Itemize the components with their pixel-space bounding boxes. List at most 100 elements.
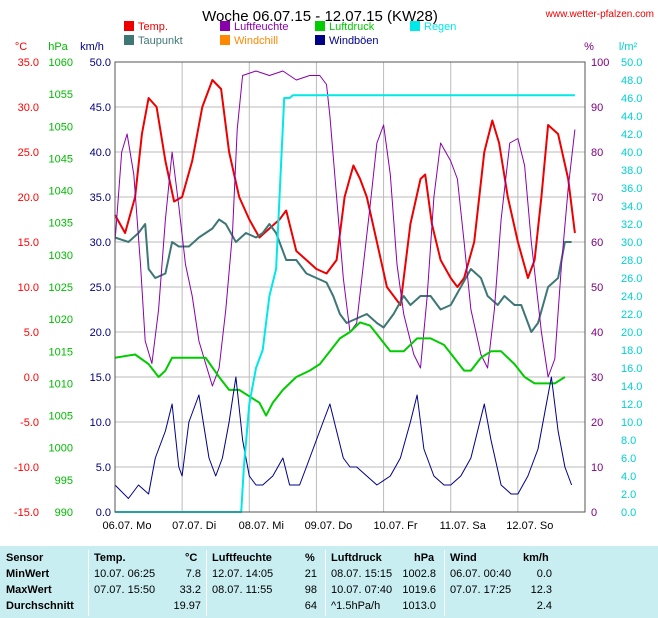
wind-tick-label: 50.0 bbox=[90, 57, 111, 69]
series-line-temp bbox=[114, 79, 576, 306]
wind-tick-label: 15.0 bbox=[90, 372, 111, 384]
rain-tick-label: 4.0 bbox=[621, 471, 636, 483]
temp-tick-label: 20.0 bbox=[18, 192, 39, 204]
pressure-tick-label: 1010 bbox=[49, 378, 73, 390]
stats-temp-avg-value: 19.97 bbox=[173, 600, 201, 612]
chart-title: Woche 06.07.15 - 12.07.15 (KW28) bbox=[202, 8, 438, 25]
rain-tick-label: 34.0 bbox=[621, 201, 642, 213]
left-unit-label: °C bbox=[15, 41, 27, 53]
stats-header-pressure: Luftdruck bbox=[331, 552, 382, 564]
legend-swatch bbox=[124, 21, 134, 31]
legend-swatch bbox=[124, 35, 134, 45]
temp-tick-label: 30.0 bbox=[18, 102, 39, 114]
right-unit-label: l/m² bbox=[619, 41, 638, 53]
stats-temp-max-time: 07.07. 15:50 bbox=[94, 584, 156, 596]
stats-wind-max-value: 12.3 bbox=[530, 584, 552, 596]
humidity-tick-label: 60 bbox=[591, 237, 603, 249]
rain-tick-label: 24.0 bbox=[621, 291, 642, 303]
stats-wind-avg-value: 2.4 bbox=[536, 600, 552, 612]
temp-tick-label: 0.0 bbox=[24, 372, 39, 384]
temp-tick-label: 10.0 bbox=[18, 282, 39, 294]
legend-label: Temp. bbox=[138, 21, 168, 33]
humidity-tick-label: 100 bbox=[591, 57, 609, 69]
series-line-windben bbox=[114, 376, 573, 499]
rain-tick-label: 30.0 bbox=[621, 237, 642, 249]
humidity-tick-label: 80 bbox=[591, 147, 603, 159]
rain-tick-label: 20.0 bbox=[621, 327, 642, 339]
stats-press-trend: ^1.5hPa/h bbox=[331, 600, 381, 612]
rain-tick-label: 48.0 bbox=[621, 75, 642, 87]
stats-header-sensor: Sensor bbox=[6, 552, 44, 564]
legend-swatch bbox=[315, 35, 325, 45]
stats-temp-min-time: 10.07. 06:25 bbox=[94, 568, 156, 580]
pressure-tick-label: 1015 bbox=[49, 346, 73, 358]
stats-row-label: MaxWert bbox=[6, 584, 52, 596]
pressure-tick-label: 1005 bbox=[49, 411, 73, 423]
humidity-tick-label: 40 bbox=[591, 327, 603, 339]
pressure-tick-label: 1055 bbox=[49, 89, 73, 101]
stats-hum-min-time: 12.07. 14:05 bbox=[212, 568, 274, 580]
stats-hum-max-time: 08.07. 11:55 bbox=[212, 584, 273, 596]
wind-tick-label: 30.0 bbox=[90, 237, 111, 249]
stats-header-humidity: Luftfeuchte bbox=[212, 552, 272, 564]
right-unit-label: % bbox=[584, 41, 594, 53]
stats-temp-min-value: 7.8 bbox=[185, 568, 201, 580]
day-label: 10.07. Fr bbox=[374, 520, 418, 532]
temp-tick-label: 5.0 bbox=[24, 327, 39, 339]
pressure-tick-label: 1040 bbox=[49, 186, 73, 198]
pressure-tick-label: 1050 bbox=[49, 121, 73, 133]
stats-wind-min-time: 06.07. 00:40 bbox=[450, 568, 512, 580]
rain-tick-label: 40.0 bbox=[621, 147, 642, 159]
legend-swatch bbox=[410, 21, 420, 31]
stats-header-temp: Temp. bbox=[94, 552, 126, 564]
legend-swatch bbox=[220, 35, 230, 45]
rain-tick-label: 32.0 bbox=[621, 219, 642, 231]
rain-tick-label: 8.0 bbox=[621, 435, 636, 447]
wind-tick-label: 25.0 bbox=[90, 282, 111, 294]
legend: Temp. Taupunkt Luftfeuchte Windchill Luftdru… bbox=[124, 21, 456, 47]
series-line-luftdruck bbox=[114, 321, 566, 417]
rain-tick-label: 18.0 bbox=[621, 345, 642, 357]
temp-tick-label: -15.0 bbox=[14, 507, 39, 519]
pressure-tick-label: 1000 bbox=[49, 443, 73, 455]
pressure-tick-label: 995 bbox=[55, 475, 73, 487]
temp-tick-label: 15.0 bbox=[18, 237, 39, 249]
stats-press-avg-value: 1013.0 bbox=[402, 600, 436, 612]
rain-tick-label: 22.0 bbox=[621, 309, 642, 321]
weather-chart: Woche 06.07.15 - 12.07.15 (KW28) www.wet… bbox=[14, 8, 654, 532]
series-line-luftfeuchte bbox=[114, 70, 576, 387]
wind-tick-label: 45.0 bbox=[90, 102, 111, 114]
pressure-tick-label: 1060 bbox=[49, 57, 73, 69]
rain-tick-label: 10.0 bbox=[621, 417, 642, 429]
day-label: 11.07. Sa bbox=[440, 520, 487, 532]
humidity-tick-label: 90 bbox=[591, 102, 603, 114]
day-label: 09.07. Do bbox=[305, 520, 353, 532]
rain-tick-label: 26.0 bbox=[621, 273, 642, 285]
wind-tick-label: 0.0 bbox=[96, 507, 111, 519]
rain-tick-label: 36.0 bbox=[621, 183, 642, 195]
humidity-tick-label: 20 bbox=[591, 417, 603, 429]
stats-press-min-time: 08.07. 15:15 bbox=[331, 568, 393, 580]
stats-row-label: MinWert bbox=[6, 568, 50, 580]
legend-label: Windchill bbox=[234, 35, 278, 47]
rain-tick-label: 14.0 bbox=[621, 381, 642, 393]
stats-temp-max-value: 33.2 bbox=[179, 584, 201, 596]
stats-hum-min-value: 21 bbox=[304, 568, 317, 580]
legend-label: Regen bbox=[424, 21, 456, 33]
legend-label: Luftdruck bbox=[329, 21, 375, 33]
legend-label: Taupunkt bbox=[138, 35, 183, 47]
stats-header-wind-unit: km/h bbox=[523, 552, 549, 564]
rain-tick-label: 0.0 bbox=[621, 507, 636, 519]
rain-tick-label: 46.0 bbox=[621, 93, 642, 105]
stats-table: Sensor Temp. °C Luftfeuchte % Luftdruck … bbox=[0, 546, 658, 618]
series-lines bbox=[114, 70, 576, 513]
humidity-tick-label: 70 bbox=[591, 192, 603, 204]
day-label: 07.07. Di bbox=[172, 520, 216, 532]
rain-tick-label: 12.0 bbox=[621, 399, 642, 411]
temp-tick-label: -10.0 bbox=[14, 462, 39, 474]
stats-header-temp-unit: °C bbox=[185, 552, 198, 564]
rain-tick-label: 44.0 bbox=[621, 111, 642, 123]
pressure-tick-label: 1045 bbox=[49, 153, 73, 165]
temp-tick-label: 25.0 bbox=[18, 147, 39, 159]
